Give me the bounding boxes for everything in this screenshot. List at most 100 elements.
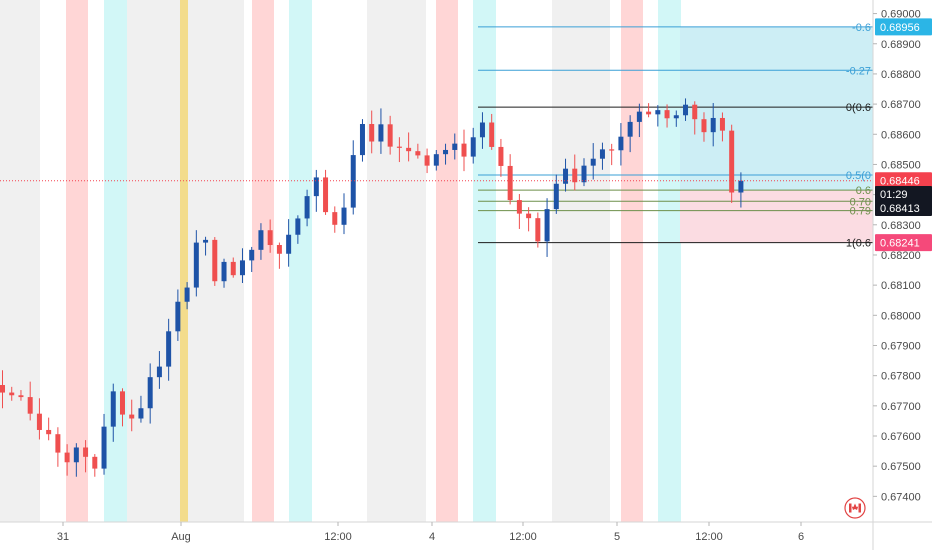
- candle-body: [175, 301, 181, 332]
- price-tick-label: 0.68000: [881, 310, 921, 322]
- candle-body: [110, 391, 116, 427]
- candle: [36, 398, 42, 440]
- candle: [92, 454, 98, 477]
- candle-body: [470, 137, 476, 157]
- candle-body: [729, 130, 735, 193]
- candle: [138, 395, 144, 423]
- candle: [341, 193, 347, 235]
- candle-body: [0, 385, 5, 393]
- price-badge-dark: [875, 185, 932, 216]
- candle-body: [18, 395, 24, 398]
- candle: [443, 143, 449, 165]
- stop-zone[interactable]: [680, 190, 873, 243]
- candle: [203, 236, 209, 256]
- candle-body: [461, 143, 467, 157]
- candle-body: [609, 149, 615, 151]
- candle-body: [249, 249, 255, 261]
- price-tick-label: 0.68200: [881, 250, 921, 262]
- candle: [83, 440, 89, 473]
- price-tick-label: 0.67500: [881, 461, 921, 473]
- candle: [526, 207, 532, 232]
- candle-body: [9, 392, 15, 396]
- fib-level-label: 0.6: [856, 185, 871, 197]
- candle: [166, 318, 172, 381]
- candle: [46, 417, 52, 441]
- fib-retracement: -0.6 -0.27 0(0.6 0.5(0 0.60.700.79 1(0.6: [478, 22, 873, 250]
- candle: [212, 237, 218, 286]
- price-tick-label: 0.67600: [881, 431, 921, 443]
- candle-body: [267, 230, 273, 246]
- candle: [249, 246, 255, 273]
- candle: [516, 194, 522, 229]
- candle: [461, 129, 467, 172]
- candle: [332, 206, 338, 233]
- fib-level-label: -0.6: [852, 22, 871, 34]
- candle: [18, 390, 24, 401]
- candle-body: [701, 119, 707, 133]
- candle-body: [738, 180, 744, 193]
- price-tick-label: 0.68300: [881, 220, 921, 232]
- candle: [655, 105, 661, 127]
- candle-body: [719, 117, 725, 131]
- candle-body: [396, 146, 402, 148]
- candle: [535, 212, 541, 248]
- candle-body: [498, 146, 504, 166]
- candle: [627, 115, 633, 153]
- canada-flag-icon[interactable]: [844, 497, 866, 519]
- candle: [147, 363, 153, 424]
- candle-body: [553, 183, 559, 210]
- candle-body: [544, 209, 550, 242]
- candle: [498, 138, 504, 177]
- target-zone[interactable]: [680, 26, 873, 191]
- candle: [295, 215, 301, 244]
- candle-body: [581, 165, 587, 183]
- session-band-red: [66, 0, 88, 522]
- candle: [719, 112, 725, 142]
- candle-body: [221, 261, 227, 282]
- price-tick-label: 0.68700: [881, 99, 921, 111]
- candle: [563, 158, 569, 192]
- price-tick-label: 0.67800: [881, 371, 921, 383]
- candle: [599, 142, 605, 170]
- position-zones: [680, 26, 873, 243]
- candle-body: [655, 110, 661, 115]
- candle-body: [424, 155, 430, 166]
- candle: [230, 257, 236, 278]
- candle-body: [36, 413, 42, 430]
- session-band-cyan: [473, 0, 496, 522]
- candle: [73, 443, 79, 477]
- candle: [415, 143, 421, 159]
- time-tick-label: 5: [614, 531, 620, 543]
- price-tick-label: 0.67700: [881, 401, 921, 413]
- price-badge-text: 0.68413: [880, 203, 920, 215]
- candle-body: [387, 124, 393, 147]
- time-tick-label: Aug: [171, 531, 191, 543]
- candle: [683, 98, 689, 121]
- candle: [378, 108, 384, 154]
- session-band-cyan: [104, 0, 127, 522]
- candle-body: [295, 218, 301, 235]
- candle: [359, 119, 365, 162]
- candle-body: [599, 149, 605, 159]
- candle: [406, 132, 412, 162]
- candle-body: [166, 331, 172, 367]
- candle-body: [119, 391, 125, 415]
- candle: [313, 169, 319, 212]
- candle-body: [73, 447, 79, 463]
- candle: [304, 189, 310, 227]
- price-tick-label: 0.68500: [881, 159, 921, 171]
- candle-body: [239, 260, 245, 276]
- candle-body: [452, 143, 458, 150]
- countdown-label: 01:29: [880, 189, 908, 201]
- price-axis: 0.67400 0.67500 0.67600 0.67700 0.67800 0.679…: [872, 0, 921, 550]
- candle-body: [590, 158, 596, 166]
- candle: [544, 198, 550, 257]
- candle: [267, 219, 273, 253]
- candle-body: [415, 151, 421, 156]
- price-tick-label: 0.68800: [881, 69, 921, 81]
- candle-body: [313, 177, 319, 197]
- candle-body: [147, 377, 153, 409]
- candle-body: [378, 124, 384, 142]
